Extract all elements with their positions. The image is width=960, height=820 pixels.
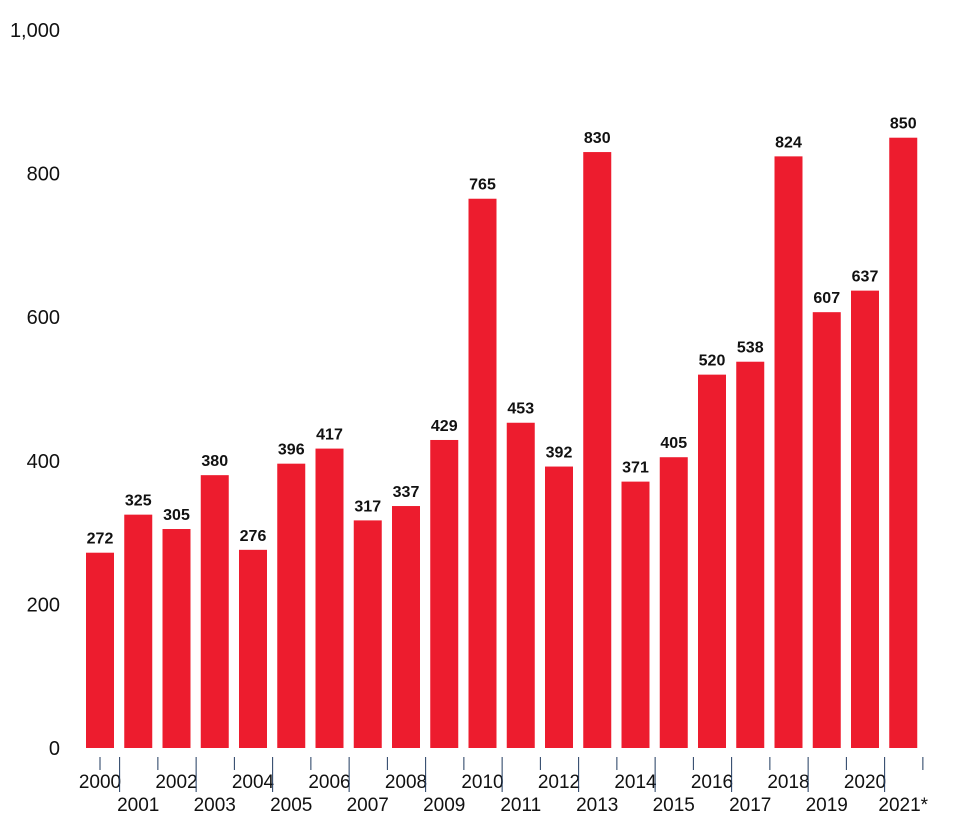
bar [392, 506, 420, 748]
data-label: 824 [775, 134, 802, 151]
bar [583, 152, 612, 748]
data-label: 276 [240, 528, 267, 545]
bar [200, 475, 229, 748]
data-label: 380 [201, 453, 228, 470]
x-tick-label: 2017 [729, 795, 771, 816]
data-label: 305 [163, 507, 190, 524]
bar [736, 361, 765, 748]
x-tick-label: 2004 [232, 772, 275, 793]
x-tick-label: 2007 [347, 795, 389, 816]
data-label: 325 [125, 493, 152, 510]
x-tick-label: 2014 [614, 772, 657, 793]
bar [774, 156, 803, 749]
bars [86, 137, 918, 749]
x-tick-label: 2021* [878, 795, 928, 816]
bar [506, 422, 535, 748]
data-label: 405 [660, 435, 687, 452]
data-label: 417 [316, 427, 343, 444]
y-tick-label: 0 [49, 738, 60, 760]
bar [239, 549, 267, 748]
bar [315, 448, 344, 748]
bar [430, 439, 459, 748]
bar [277, 463, 306, 748]
x-axis: 2000200120022003200420052006200720082009… [79, 757, 929, 816]
x-tick-label: 2000 [79, 772, 121, 793]
data-labels: 272 325 305 380 276 396 417 317 337 429 765 453 392 8… [87, 116, 917, 548]
x-tick-label: 2020 [844, 772, 886, 793]
data-label: 429 [431, 418, 458, 435]
bar [698, 374, 726, 748]
data-label: 272 [87, 531, 114, 548]
x-tick-label: 2002 [155, 772, 197, 793]
bar [851, 290, 879, 748]
data-label: 607 [813, 290, 840, 307]
bar [124, 514, 153, 748]
x-tick-label: 2005 [270, 795, 312, 816]
data-label: 850 [890, 116, 917, 133]
x-tick-label: 2001 [117, 795, 159, 816]
bar [621, 481, 650, 748]
data-label: 453 [507, 401, 534, 418]
data-label: 538 [737, 340, 764, 357]
bar [545, 466, 573, 748]
data-label: 520 [699, 353, 726, 370]
bar [889, 137, 918, 748]
y-tick-label: 200 [27, 594, 60, 616]
bar [468, 198, 497, 749]
x-tick-label: 2003 [194, 795, 236, 816]
x-tick-label: 2015 [653, 795, 695, 816]
bar [86, 552, 114, 748]
data-label: 317 [354, 498, 381, 515]
x-tick-label: 2012 [538, 772, 580, 793]
data-label: 371 [622, 460, 649, 477]
x-tick-label: 2006 [308, 772, 350, 793]
bar [162, 529, 191, 748]
y-tick-label: 800 [27, 164, 60, 186]
x-tick-label: 2009 [423, 795, 465, 816]
data-label: 830 [584, 130, 611, 147]
x-tick-label: 2011 [500, 795, 541, 816]
y-tick-label: 1,000 [10, 20, 60, 42]
x-tick-label: 2016 [691, 772, 733, 793]
y-tick-label: 600 [27, 307, 60, 329]
data-label: 765 [469, 177, 496, 194]
data-label: 337 [393, 484, 420, 501]
data-label: 396 [278, 442, 305, 459]
bar [659, 457, 688, 748]
data-label: 392 [546, 445, 573, 462]
x-tick-label: 2008 [385, 772, 427, 793]
data-label: 637 [852, 269, 879, 286]
y-tick-label: 400 [27, 451, 60, 473]
y-axis: 0 200 400 600 800 1,000 [10, 20, 60, 760]
bar [812, 312, 841, 748]
x-tick-label: 2018 [767, 772, 809, 793]
x-tick-label: 2010 [461, 772, 503, 793]
x-tick-label: 2013 [576, 795, 618, 816]
bar [353, 520, 382, 748]
x-tick-label: 2019 [806, 795, 848, 816]
